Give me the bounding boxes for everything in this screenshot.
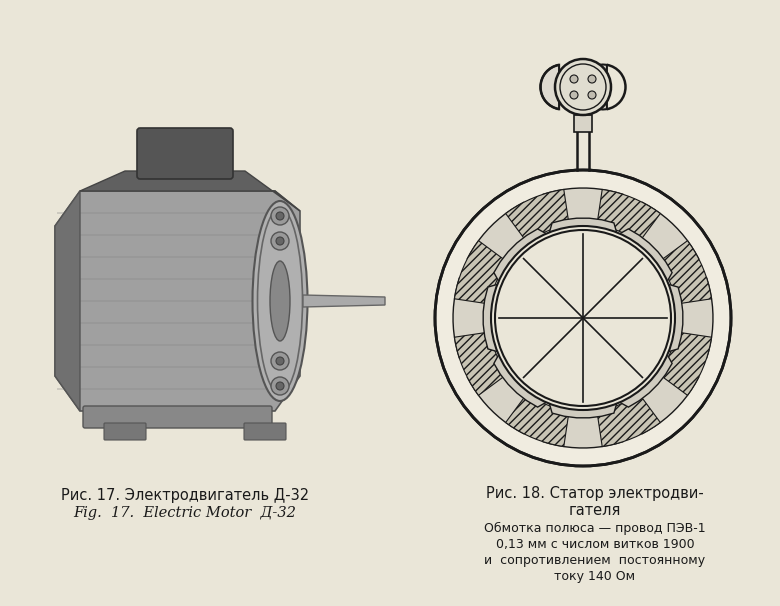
FancyBboxPatch shape (57, 212, 277, 214)
FancyBboxPatch shape (57, 322, 277, 324)
Polygon shape (455, 241, 508, 304)
Ellipse shape (276, 212, 284, 220)
FancyBboxPatch shape (104, 423, 146, 440)
Ellipse shape (271, 207, 289, 225)
FancyBboxPatch shape (244, 423, 286, 440)
Polygon shape (548, 218, 619, 239)
Polygon shape (672, 278, 713, 358)
Polygon shape (574, 115, 592, 132)
Circle shape (495, 230, 671, 406)
Text: Fig.  17.  Electric Motor  Д-32: Fig. 17. Electric Motor Д-32 (73, 506, 296, 520)
Ellipse shape (276, 357, 284, 365)
FancyBboxPatch shape (83, 406, 272, 428)
Circle shape (491, 226, 675, 410)
Polygon shape (303, 295, 385, 307)
Text: Обмотка полюса — провод ПЭВ-1: Обмотка полюса — провод ПЭВ-1 (484, 522, 706, 535)
Text: Рис. 17. Электродвигатель Д-32: Рис. 17. Электродвигатель Д-32 (61, 488, 309, 503)
Ellipse shape (271, 232, 289, 250)
Polygon shape (658, 241, 711, 304)
Ellipse shape (270, 261, 290, 341)
Circle shape (588, 75, 596, 83)
FancyBboxPatch shape (57, 256, 277, 258)
Polygon shape (626, 361, 699, 434)
Polygon shape (453, 278, 494, 358)
FancyBboxPatch shape (57, 344, 277, 346)
Circle shape (555, 59, 611, 115)
Polygon shape (614, 349, 672, 407)
Ellipse shape (271, 352, 289, 370)
Polygon shape (455, 332, 508, 395)
Text: току 140 Ом: току 140 Ом (555, 570, 636, 583)
Text: и  сопротивлением  постоянному: и сопротивлением постоянному (484, 554, 706, 567)
Polygon shape (505, 393, 569, 447)
Text: гателя: гателя (569, 503, 621, 518)
Polygon shape (55, 191, 300, 411)
FancyBboxPatch shape (57, 278, 277, 280)
Polygon shape (55, 191, 80, 411)
FancyBboxPatch shape (57, 366, 277, 368)
Circle shape (570, 91, 578, 99)
FancyBboxPatch shape (57, 234, 277, 236)
Polygon shape (483, 282, 504, 353)
Polygon shape (80, 171, 300, 211)
Polygon shape (467, 202, 541, 275)
Polygon shape (597, 393, 661, 447)
Polygon shape (662, 282, 682, 353)
Polygon shape (543, 188, 623, 228)
Polygon shape (580, 64, 607, 110)
Polygon shape (597, 190, 661, 242)
Ellipse shape (276, 237, 284, 245)
Text: 0,13 мм с числом витков 1900: 0,13 мм с числом витков 1900 (495, 538, 694, 551)
Circle shape (435, 170, 731, 466)
Polygon shape (543, 407, 623, 448)
FancyBboxPatch shape (137, 128, 233, 179)
Ellipse shape (276, 382, 284, 390)
Text: Рис. 18. Статор электродви-: Рис. 18. Статор электродви- (486, 486, 704, 501)
Polygon shape (658, 332, 711, 395)
Polygon shape (548, 398, 619, 418)
Polygon shape (614, 229, 672, 287)
Polygon shape (467, 361, 541, 434)
FancyBboxPatch shape (57, 388, 277, 390)
Polygon shape (626, 202, 699, 275)
Ellipse shape (253, 201, 307, 401)
Polygon shape (541, 65, 559, 109)
Circle shape (588, 91, 596, 99)
Polygon shape (505, 190, 569, 242)
Polygon shape (494, 349, 551, 407)
Circle shape (570, 75, 578, 83)
FancyBboxPatch shape (57, 300, 277, 302)
Ellipse shape (271, 377, 289, 395)
Polygon shape (494, 229, 551, 287)
